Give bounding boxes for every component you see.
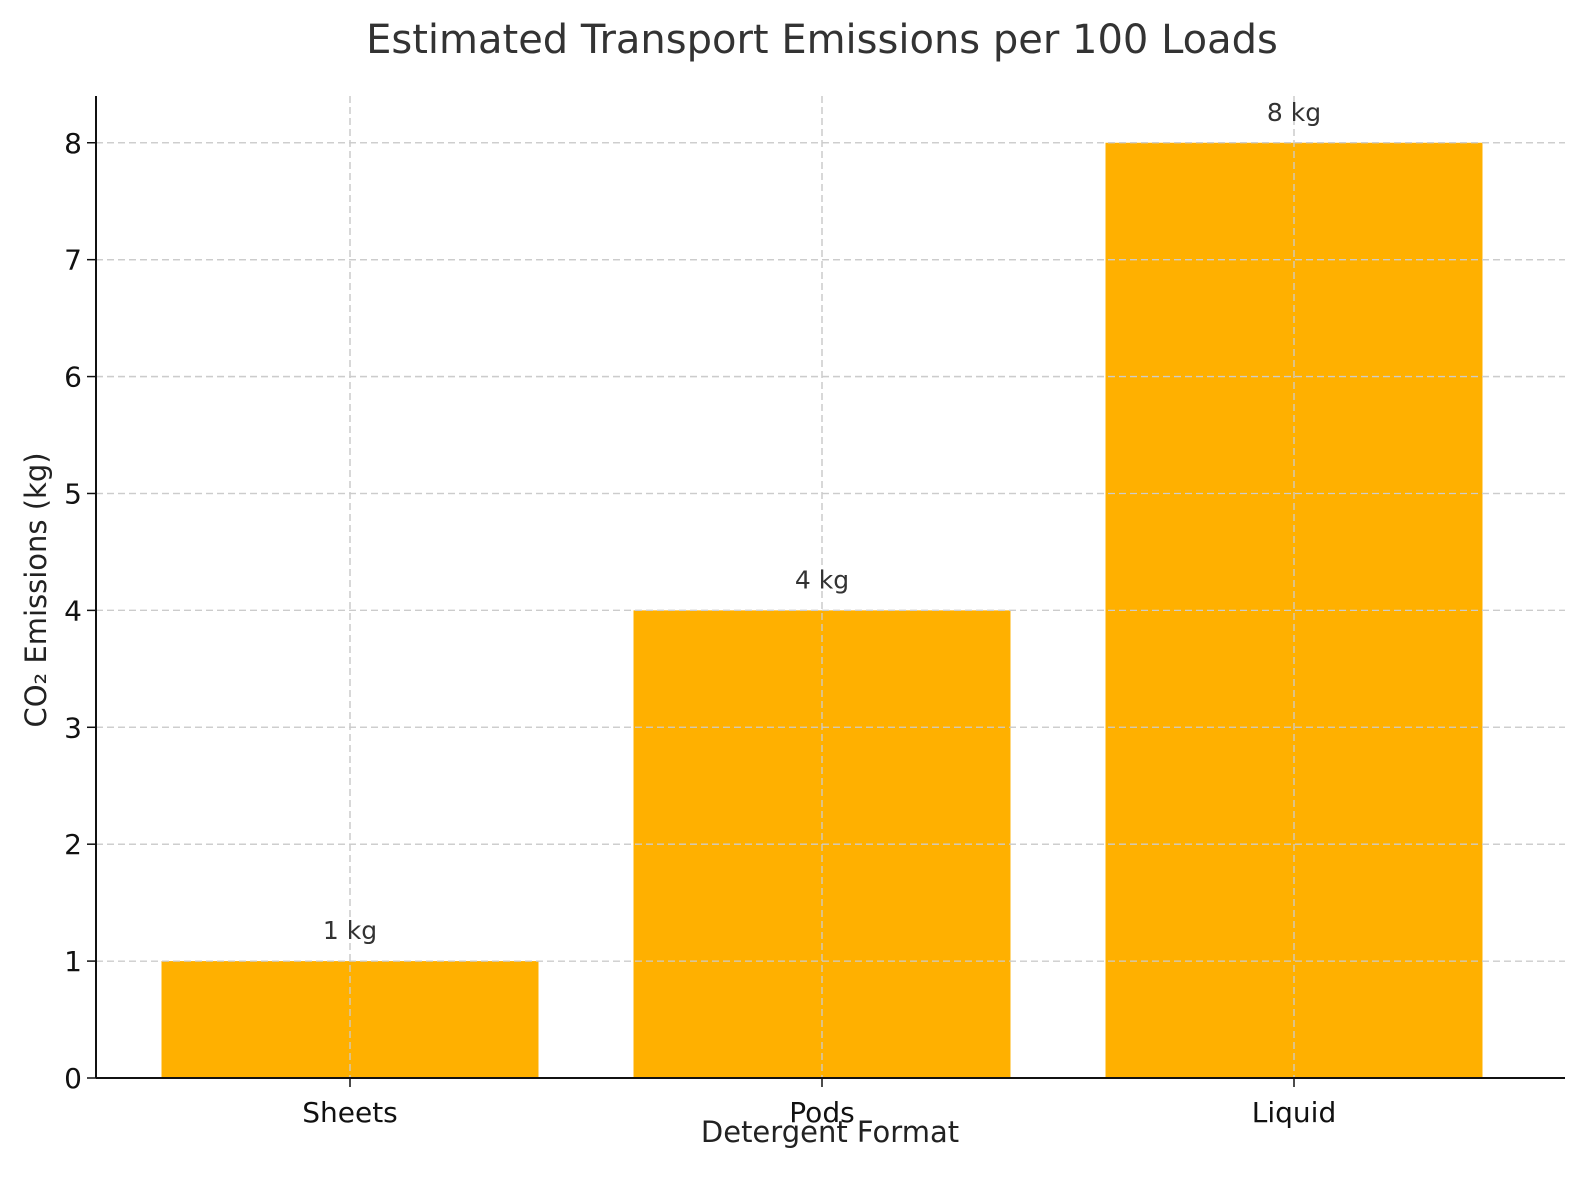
y-ticks: 0 1 2 3 4 5 6 7 8	[64, 127, 96, 1095]
x-ticks: Sheets Pods Liquid	[302, 1078, 1336, 1129]
data-label: 4 kg	[795, 565, 849, 594]
chart-title: Estimated Transport Emissions per 100 Lo…	[366, 17, 1278, 63]
y-tick-label: 5	[64, 477, 82, 510]
data-labels: 1 kg 4 kg 8 kg	[323, 98, 1321, 945]
x-axis-label: Detergent Format	[701, 1115, 959, 1149]
y-tick-label: 2	[64, 828, 82, 861]
y-axis-label: CO₂ Emissions (kg)	[19, 452, 53, 727]
y-tick-label: 1	[64, 945, 82, 978]
x-tick-label: Sheets	[302, 1096, 398, 1129]
y-tick-label: 0	[64, 1062, 82, 1095]
data-label: 8 kg	[1267, 98, 1321, 127]
x-tick-label: Pods	[789, 1096, 854, 1129]
y-tick-label: 8	[64, 127, 82, 160]
y-tick-label: 4	[64, 594, 82, 627]
x-tick-label: Liquid	[1252, 1096, 1336, 1129]
y-tick-label: 7	[64, 244, 82, 277]
y-tick-label: 6	[64, 361, 82, 394]
data-label: 1 kg	[323, 916, 377, 945]
y-tick-label: 3	[64, 711, 82, 744]
